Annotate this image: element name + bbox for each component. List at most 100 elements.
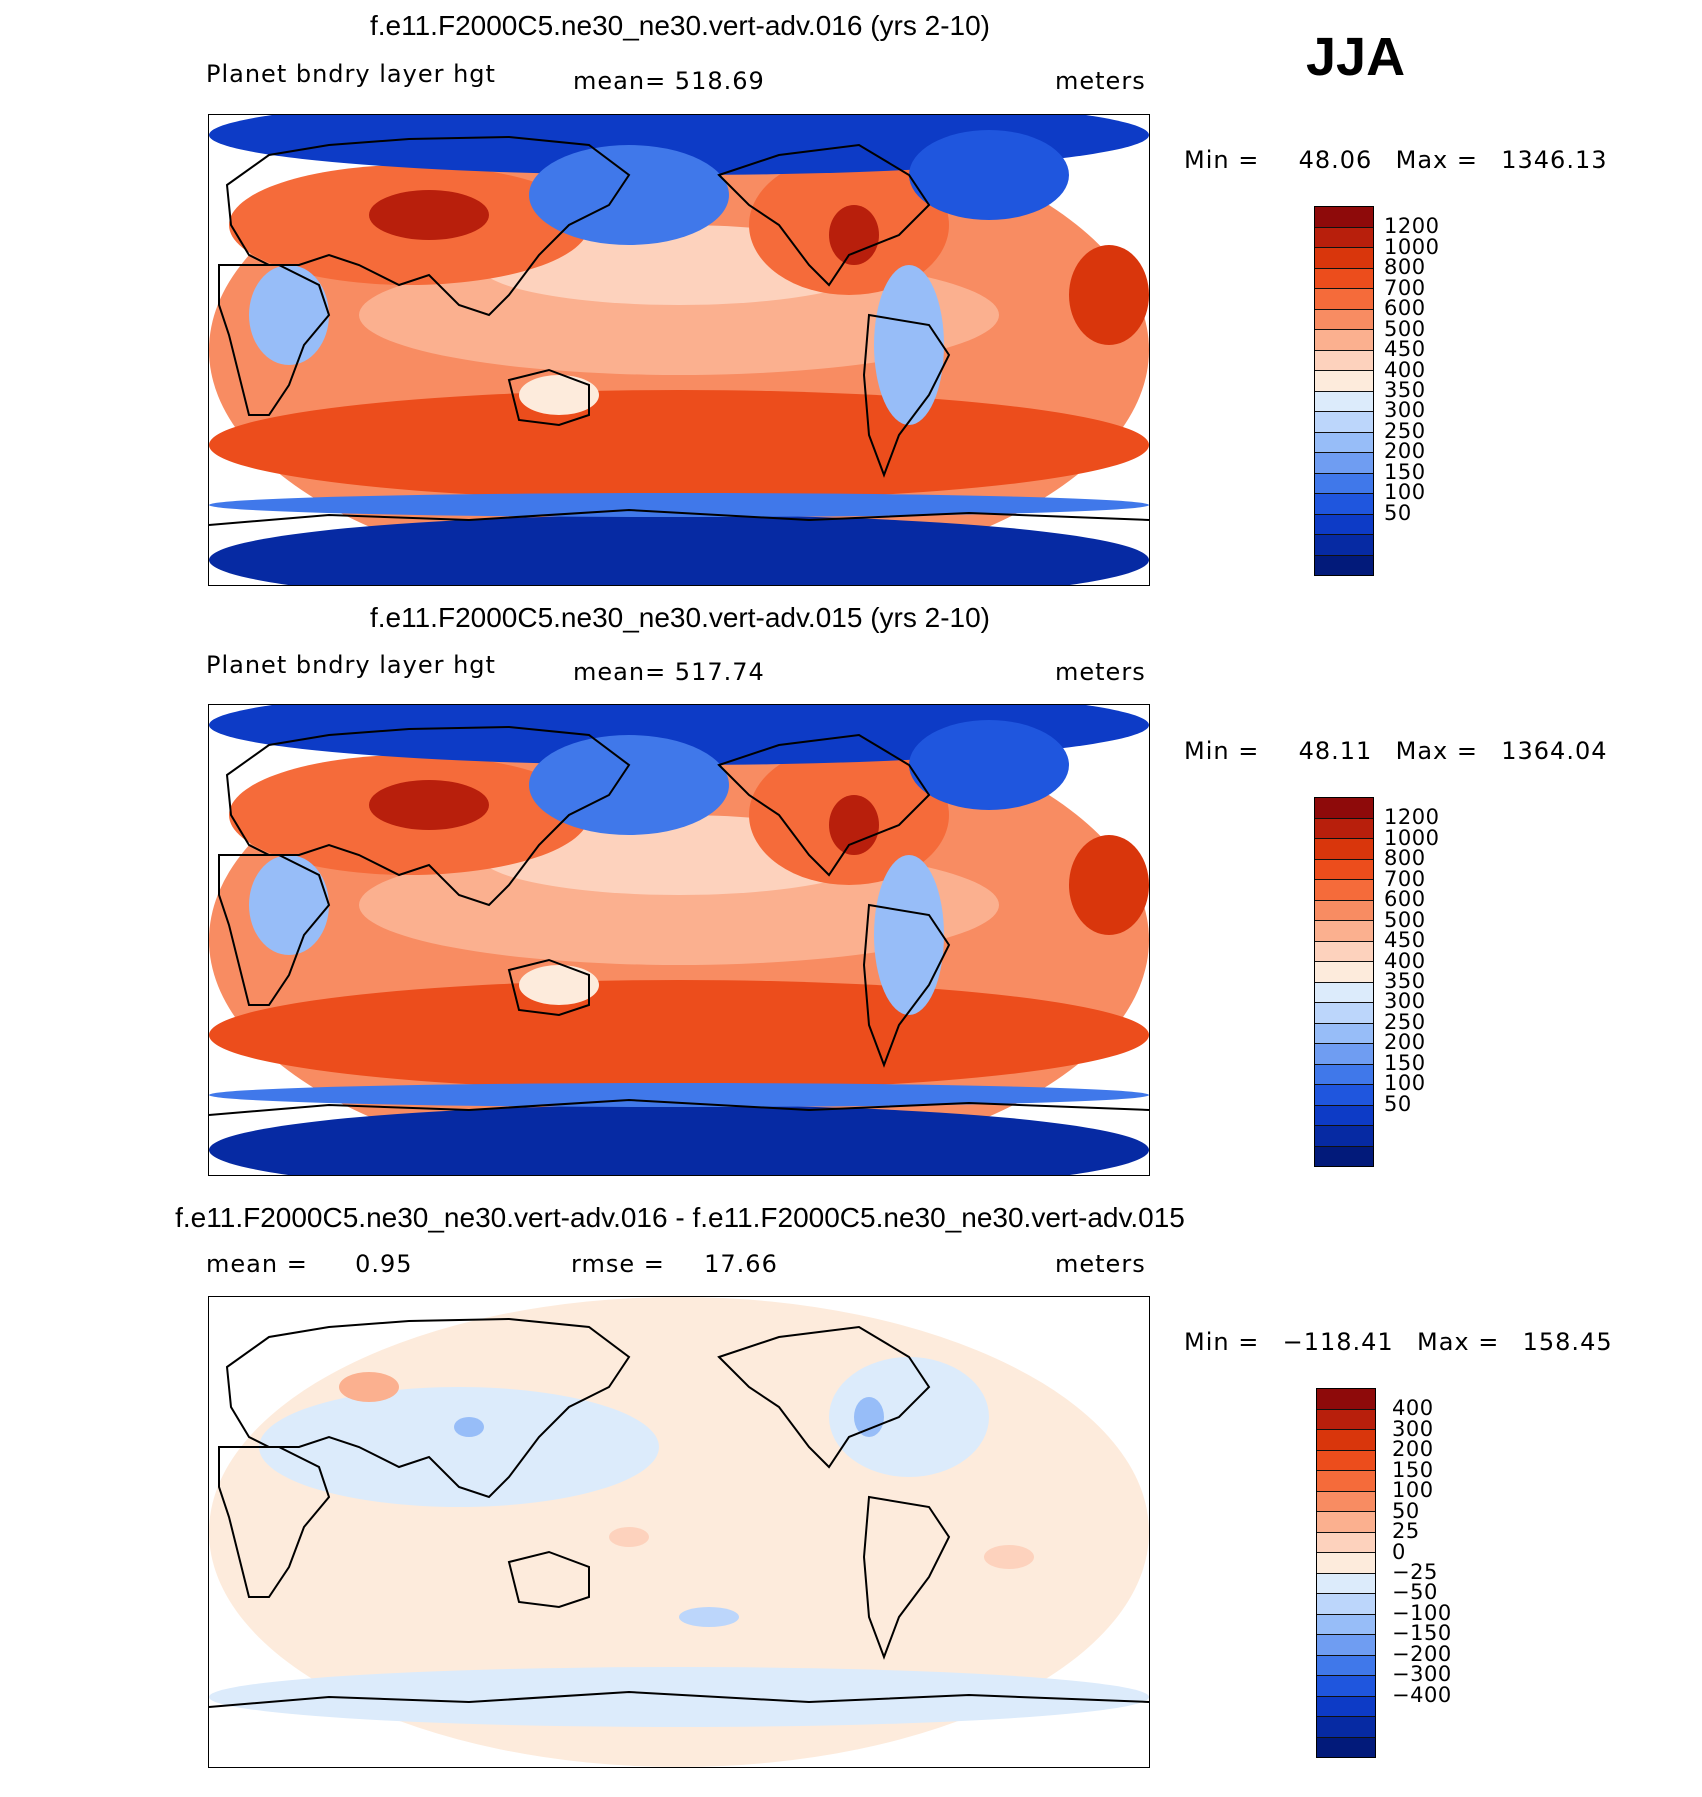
colorbar-tick-label: 150	[1384, 1050, 1426, 1075]
colorbar-swatch	[1315, 982, 1373, 1003]
panel-2-min-label: Min =	[1184, 737, 1260, 765]
colorbar-tick-label: 600	[1384, 887, 1426, 912]
contour-region	[209, 1105, 1149, 1175]
colorbar-tick-label: 500	[1384, 907, 1426, 932]
colorbar-swatch	[1315, 494, 1373, 515]
colorbar-swatch	[1315, 880, 1373, 901]
colorbar-swatch	[1315, 535, 1373, 556]
colorbar-swatch	[1315, 432, 1373, 453]
colorbar-swatch	[1315, 1064, 1373, 1085]
coastline	[218, 264, 331, 416]
panel-3-map	[208, 1296, 1150, 1768]
colorbar-swatch	[1315, 962, 1373, 983]
colorbar-swatch	[1315, 309, 1373, 330]
colorbar-swatch	[1315, 555, 1373, 575]
colorbar-swatch	[1317, 1573, 1375, 1594]
panel-1-max-label: Max =	[1395, 146, 1478, 174]
panel-2-max-value: 1364.04	[1501, 737, 1608, 765]
coastline	[507, 958, 590, 1017]
colorbar-swatch	[1315, 859, 1373, 880]
contour-region	[874, 855, 944, 1015]
colorbar-tick-label: 50	[1392, 1498, 1420, 1523]
panel-2-colorbar	[1314, 797, 1374, 1167]
panel-3-minmax: Min = −118.41 Max = 158.45	[1184, 1328, 1613, 1356]
coastline	[209, 508, 1149, 526]
contour-region	[874, 265, 944, 425]
colorbar-swatch	[1315, 207, 1373, 228]
colorbar-swatch	[1315, 248, 1373, 269]
coastline	[225, 725, 631, 907]
colorbar-swatch	[1317, 1614, 1375, 1635]
colorbar-swatch	[1317, 1696, 1375, 1717]
colorbar-swatch	[1315, 1146, 1373, 1166]
colorbar-tick-label: 1000	[1384, 234, 1440, 259]
colorbar-swatch	[1317, 1409, 1375, 1430]
panel-3-mean: mean = 0.95	[206, 1250, 413, 1278]
colorbar-swatch	[1315, 412, 1373, 433]
contour-region	[829, 1357, 989, 1477]
contour-region	[609, 1527, 649, 1547]
colorbar-swatch	[1315, 798, 1373, 819]
colorbar-tick-label: 1200	[1384, 214, 1440, 239]
contour-region	[829, 205, 879, 265]
coastline	[225, 135, 631, 317]
colorbar-swatch	[1315, 514, 1373, 535]
contour-region	[984, 1545, 1034, 1569]
contour-region	[249, 265, 329, 365]
colorbar-swatch	[1315, 453, 1373, 474]
contour-region	[209, 493, 1149, 517]
colorbar-tick-label: 350	[1384, 378, 1426, 402]
panel-2-title: f.e11.F2000C5.ne30_ne30.vert-adv.015 (yr…	[369, 602, 990, 633]
panel-3-title: f.e11.F2000C5.ne30_ne30.vert-adv.016 - f…	[175, 1202, 1185, 1233]
colorbar-tick-label: 700	[1384, 866, 1426, 891]
colorbar-tick-label: 300	[1384, 989, 1426, 1014]
colorbar-tick-label: 150	[1384, 459, 1426, 484]
contour-region	[529, 735, 729, 835]
colorbar-swatch	[1315, 1085, 1373, 1106]
colorbar-tick-label: 450	[1384, 928, 1426, 953]
colorbar-swatch	[1317, 1676, 1375, 1697]
contour-region	[1069, 835, 1149, 935]
colorbar-tick-label: 150	[1392, 1457, 1434, 1482]
contour-region	[209, 980, 1149, 1090]
colorbar-tick-label: 0	[1392, 1539, 1406, 1564]
coastline	[507, 1550, 590, 1609]
panel-3-mean-value: 0.95	[355, 1250, 413, 1278]
colorbar-tick-label: 25	[1392, 1519, 1420, 1544]
colorbar-tick-label: 300	[1392, 1416, 1434, 1441]
colorbar-tick-label: −50	[1392, 1580, 1438, 1605]
colorbar-tick-label: 500	[1384, 316, 1426, 341]
colorbar-tick-label: 200	[1384, 1030, 1426, 1055]
contour-region	[519, 375, 599, 415]
colorbar-swatch	[1317, 1655, 1375, 1676]
colorbar-tick-label: 450	[1384, 337, 1426, 362]
colorbar-tick-label: −400	[1392, 1682, 1452, 1707]
panel-3-min-label: Min =	[1184, 1328, 1260, 1356]
colorbar-swatch	[1315, 391, 1373, 412]
panel-1-map	[208, 114, 1150, 586]
colorbar-tick-label: 350	[1384, 969, 1426, 993]
contour-region	[909, 720, 1069, 810]
colorbar-swatch	[1315, 941, 1373, 962]
colorbar-swatch	[1315, 900, 1373, 921]
colorbar-swatch	[1317, 1491, 1375, 1512]
colorbar-tick-label: 400	[1384, 357, 1426, 382]
colorbar-tick-label: 250	[1384, 1009, 1426, 1034]
contour-region	[209, 515, 1149, 585]
colorbar-tick-label: −200	[1392, 1641, 1452, 1666]
panel-1-contour-field	[209, 115, 1149, 585]
colorbar-swatch	[1317, 1737, 1375, 1757]
contour-region	[209, 1083, 1149, 1107]
colorbar-swatch	[1317, 1430, 1375, 1451]
panel-2-units: meters	[1055, 658, 1146, 686]
colorbar-tick-label: 200	[1384, 439, 1426, 464]
contour-region	[829, 795, 879, 855]
colorbar-tick-label: 100	[1384, 1071, 1426, 1096]
colorbar-tick-label: −25	[1392, 1560, 1438, 1584]
coastline	[218, 1446, 331, 1598]
panel-1-title: f.e11.F2000C5.ne30_ne30.vert-adv.016 (yr…	[369, 10, 990, 41]
panel-3-units: meters	[1055, 1250, 1146, 1278]
panel-3-mean-label: mean =	[206, 1250, 308, 1278]
coastline	[218, 854, 331, 1006]
colorbar-swatch	[1317, 1450, 1375, 1471]
